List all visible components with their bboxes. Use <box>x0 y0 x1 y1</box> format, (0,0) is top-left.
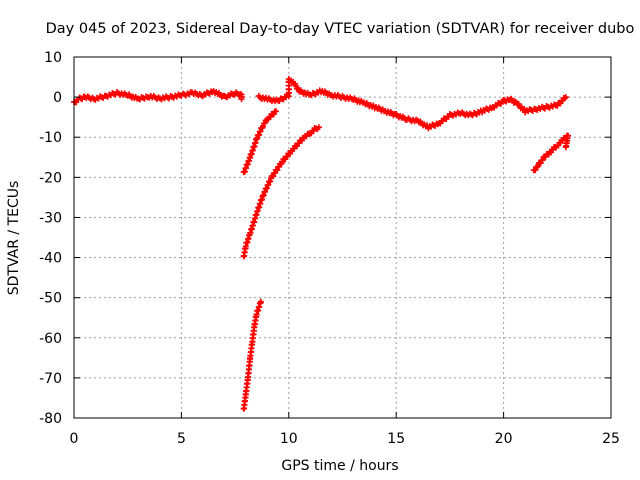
chart-title: Day 045 of 2023, Sidereal Day-to-day VTE… <box>46 21 635 37</box>
y-tick-label: -20 <box>39 170 62 186</box>
plot-frame <box>73 56 612 419</box>
y-tick-label: -50 <box>39 291 62 307</box>
data-point <box>270 111 277 118</box>
data-point <box>562 94 569 101</box>
x-tick-label: 15 <box>387 431 405 447</box>
y-tick-label: -40 <box>39 251 62 267</box>
y-axis-label: SDTVAR / TECUs <box>6 181 22 296</box>
data-point <box>561 95 568 102</box>
data-point <box>271 169 278 176</box>
y-tick-label: -60 <box>39 331 62 347</box>
x-tick-label: 10 <box>280 431 298 447</box>
data-point <box>562 144 569 151</box>
x-tick-label: 0 <box>70 431 79 447</box>
x-tick-label: 5 <box>177 431 186 447</box>
x-axis-label: GPS time / hours <box>281 458 398 474</box>
axis-ticks: 0 5 10 15 20 25 10 0 -10 -20 -30 -40 -50 -60 -70 -80 <box>39 50 620 447</box>
y-tick-label: -70 <box>39 371 62 387</box>
y-tick-label: -10 <box>39 130 62 146</box>
x-tick-label: 25 <box>602 431 620 447</box>
x-tick-label: 20 <box>495 431 513 447</box>
data-point <box>539 157 546 164</box>
data-point <box>261 120 268 127</box>
data-point <box>260 123 267 130</box>
y-tick-label: -30 <box>39 210 62 226</box>
data-point <box>257 298 264 305</box>
data-point <box>532 167 539 174</box>
data-point <box>315 124 322 131</box>
data-points <box>71 76 572 412</box>
y-tick-label: 0 <box>53 90 62 106</box>
data-point <box>276 163 283 170</box>
data-point <box>270 173 277 180</box>
data-point <box>274 166 281 173</box>
y-tick-label: -80 <box>39 411 62 427</box>
y-tick-label: 10 <box>44 50 62 66</box>
data-point <box>238 96 245 103</box>
data-point <box>272 108 279 115</box>
